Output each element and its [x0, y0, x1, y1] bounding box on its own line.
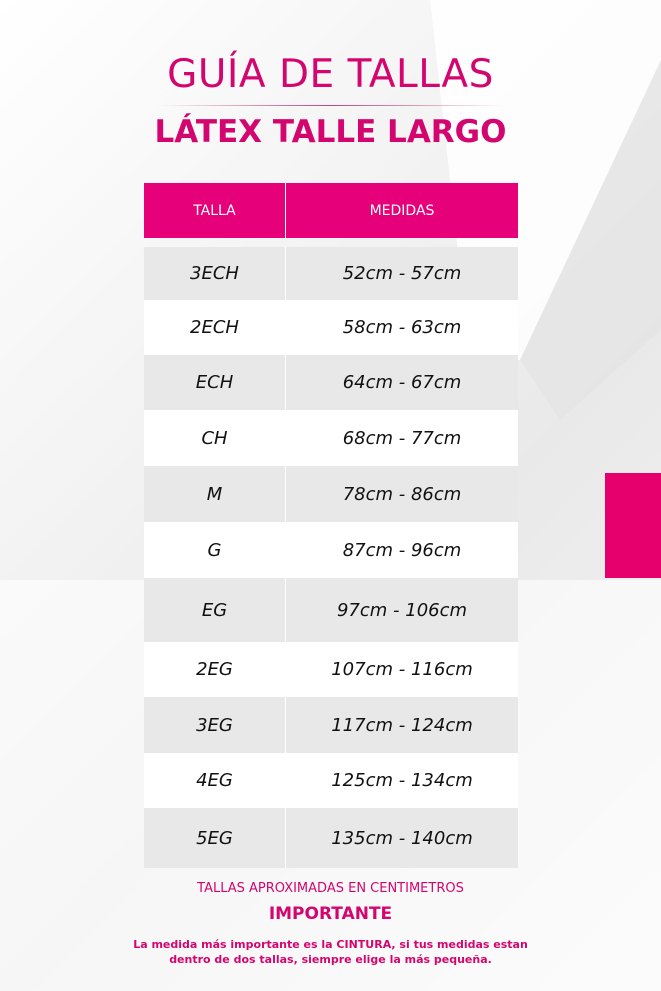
table-row: 3ECH 52cm - 57cm	[144, 247, 518, 300]
measure-cell: 68cm - 77cm	[342, 427, 462, 449]
size-cell: 5EG	[144, 808, 286, 868]
table-row: ECH 64cm - 67cm	[144, 355, 518, 410]
title-divider	[158, 105, 503, 106]
size-cell: 4EG	[144, 753, 286, 808]
decorative-pink-block	[605, 473, 661, 578]
size-cell: 2ECH	[144, 300, 286, 355]
table-row: G 87cm - 96cm	[144, 522, 518, 578]
important-text-line-1: La medida más importante es la CINTURA, …	[133, 938, 528, 951]
important-text-line-2: dentro de dos tallas, siempre elige la m…	[169, 953, 492, 966]
measure-cell: 125cm - 134cm	[331, 770, 473, 791]
approx-note: TALLAS APROXIMADAS EN CENTIMETROS	[197, 881, 464, 896]
table-row: 2ECH 58cm - 63cm	[144, 300, 518, 355]
table-row: 5EG 135cm - 140cm	[144, 808, 518, 868]
size-table: TALLA MEDIDAS 3ECH 52cm - 57cm 2ECH 58cm - …	[144, 183, 518, 868]
size-cell: ECH	[144, 355, 286, 410]
size-cell: 3ECH	[144, 247, 286, 300]
table-row: EG 97cm - 106cm	[144, 578, 518, 642]
important-heading: IMPORTANTE	[268, 904, 393, 924]
measure-cell: 97cm - 106cm	[336, 599, 468, 621]
important-text: La medida más importante es la CINTURA, …	[0, 937, 661, 967]
table-row: 4EG 125cm - 134cm	[144, 753, 518, 808]
table-row: M 78cm - 86cm	[144, 466, 518, 522]
size-cell: 3EG	[144, 697, 286, 753]
measure-cell: 58cm - 63cm	[342, 317, 462, 338]
measure-cell: 117cm - 124cm	[331, 714, 473, 736]
size-cell: CH	[144, 410, 286, 466]
measure-cell: 107cm - 116cm	[331, 659, 473, 680]
column-header-talla: TALLA	[144, 183, 286, 238]
table-header: TALLA MEDIDAS	[144, 183, 518, 238]
table-row: 3EG 117cm - 124cm	[144, 697, 518, 753]
size-cell: M	[144, 466, 286, 522]
table-row: 2EG 107cm - 116cm	[144, 642, 518, 697]
page-title: GUÍA DE TALLAS	[167, 52, 494, 97]
column-header-medidas: MEDIDAS	[369, 202, 435, 219]
size-cell: 2EG	[144, 642, 286, 697]
size-cell: EG	[144, 578, 286, 642]
table-row: CH 68cm - 77cm	[144, 410, 518, 466]
page-subtitle: LÁTEX TALLE LARGO	[154, 114, 507, 150]
measure-cell: 87cm - 96cm	[342, 539, 462, 561]
size-cell: G	[144, 522, 286, 578]
measure-cell: 135cm - 140cm	[331, 827, 473, 849]
measure-cell: 52cm - 57cm	[342, 263, 462, 284]
measure-cell: 64cm - 67cm	[342, 372, 462, 393]
measure-cell: 78cm - 86cm	[342, 483, 462, 505]
